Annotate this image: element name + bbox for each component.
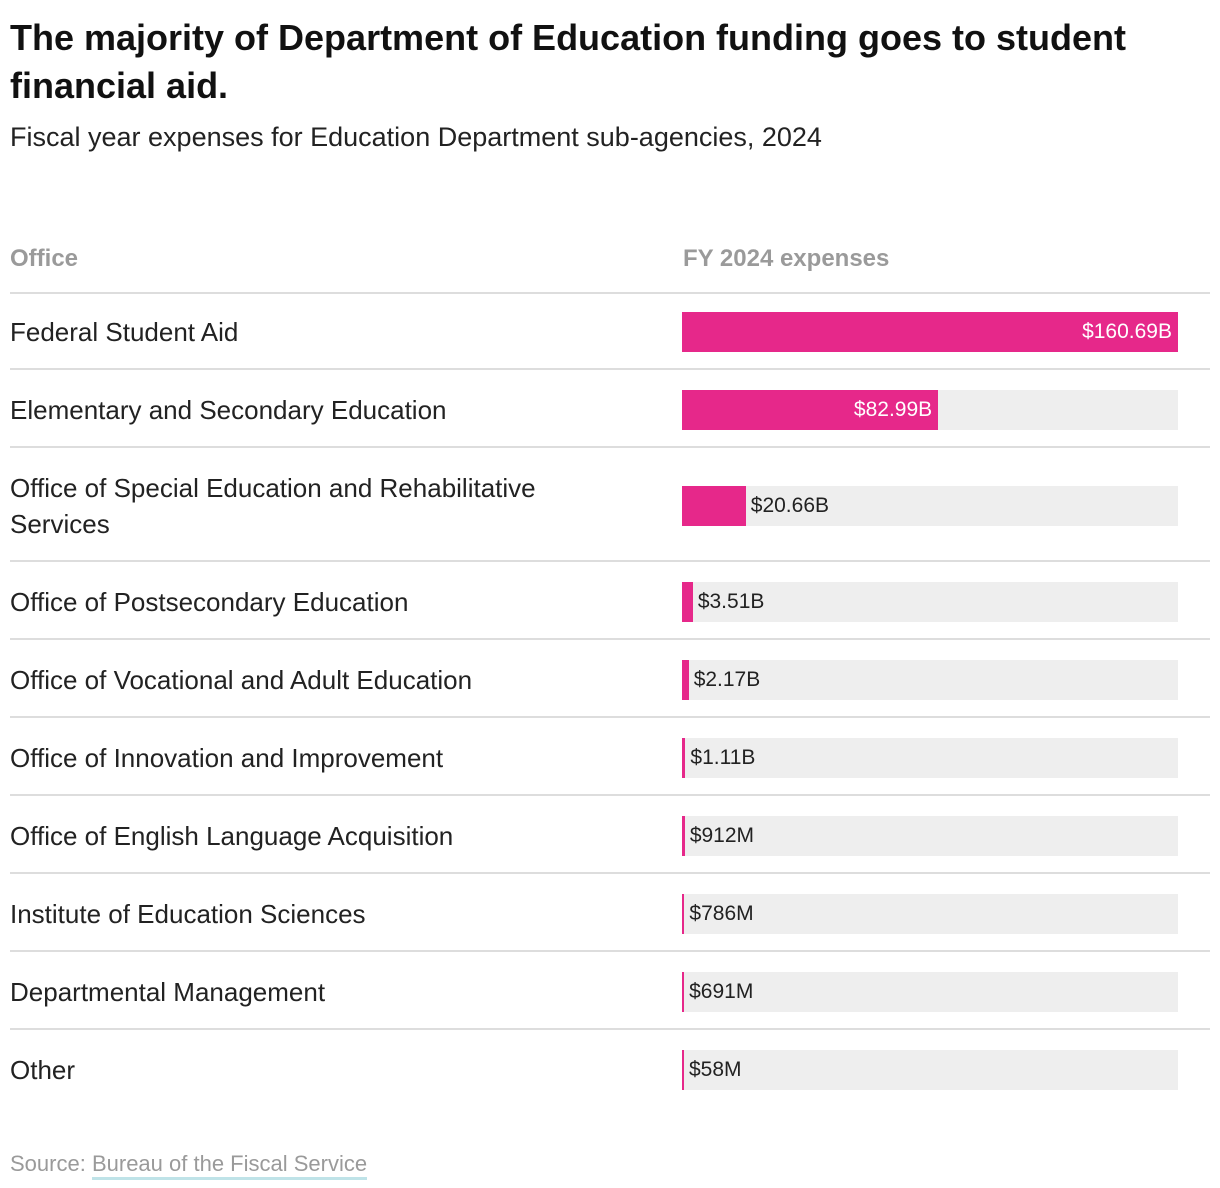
bar <box>682 972 685 1012</box>
bar-value-label: $1.11B <box>690 746 756 769</box>
row-label: Office of Postsecondary Education <box>10 587 409 617</box>
chart-subtitle: Fiscal year expenses for Education Depar… <box>10 122 822 152</box>
bar-track: $160.69B <box>682 312 1178 352</box>
source-note: Source: Bureau of the Fiscal Service <box>10 1148 368 1180</box>
bar <box>682 738 686 778</box>
row-label: Other <box>10 1055 76 1085</box>
bar-value-label: $82.99B <box>853 398 933 421</box>
table-row: Office of Postsecondary Education $3.51B <box>10 564 1210 640</box>
bar-track: $3.51B <box>682 582 1178 622</box>
row-label: Institute of Education Sciences <box>10 899 366 929</box>
bar <box>682 660 689 700</box>
row-label: Office of Innovation and Improvement <box>10 743 444 773</box>
source-link[interactable]: Bureau of the Fiscal Service <box>91 1151 368 1180</box>
bar <box>682 486 746 526</box>
row-label: Office of Vocational and Adult Education <box>10 665 473 695</box>
table-row: Institute of Education Sciences $786M <box>10 876 1210 952</box>
bar-value-label: $160.69B <box>1082 320 1172 343</box>
row-divider <box>10 950 1210 952</box>
row-label: Federal Student Aid <box>10 317 239 347</box>
row-divider <box>10 872 1210 874</box>
bar-track: $82.99B <box>682 390 1178 430</box>
row-divider <box>10 794 1210 796</box>
source-label: Source: <box>10 1151 86 1176</box>
table-row: Office of Vocational and Adult Education… <box>10 642 1210 718</box>
table-row: Federal Student Aid $160.69B <box>10 294 1210 370</box>
table-row: Departmental Management $691M <box>10 954 1210 1030</box>
bar-value-label: $3.51B <box>697 590 765 613</box>
bar-track: $912M <box>682 816 1178 856</box>
bar <box>682 312 1178 352</box>
bar-value-label: $912M <box>689 824 755 847</box>
row-divider <box>10 446 1210 448</box>
bar-track: $786M <box>682 894 1178 934</box>
row-label: Departmental Management <box>10 977 326 1007</box>
row-label: Elementary and Secondary Education <box>10 395 447 425</box>
row-divider <box>10 560 1210 562</box>
bar-value-label: $2.17B <box>693 668 761 691</box>
bar <box>682 816 685 856</box>
table-row: Office of English Language Acquisition $9… <box>10 798 1210 874</box>
bar-value-label: $58M <box>689 1058 742 1081</box>
row-divider <box>10 1028 1210 1030</box>
table-row: Office of Innovation and Improvement $1.1… <box>10 720 1210 796</box>
table-row: Office of Special Education and Rehabili… <box>10 450 1210 562</box>
bar-track: $1.11B <box>682 738 1178 778</box>
bar-value-label: $786M <box>689 902 754 925</box>
table-row: Other $58M <box>10 1032 1210 1108</box>
bar-track: $691M <box>682 972 1178 1012</box>
row-divider <box>10 638 1210 640</box>
row-divider <box>10 368 1210 370</box>
bar-track: $58M <box>682 1050 1178 1090</box>
bar-track: $2.17B <box>682 660 1178 700</box>
bar <box>682 1050 684 1090</box>
bar <box>682 582 693 622</box>
bar <box>682 390 939 430</box>
chart-title: The majority of Department of Education … <box>10 17 1126 106</box>
header-divider <box>10 292 1210 294</box>
bar-value-label: $20.66B <box>750 494 830 517</box>
column-header-expenses: FY 2024 expenses <box>683 245 890 272</box>
bar-value-label: $691M <box>689 980 754 1003</box>
row-divider <box>10 716 1210 718</box>
column-header-office: Office <box>10 245 79 272</box>
bar <box>682 894 685 934</box>
row-label: Office of English Language Acquisition <box>10 821 454 851</box>
table-row: Elementary and Secondary Education $82.99… <box>10 372 1210 448</box>
bar-track: $20.66B <box>682 486 1178 526</box>
row-label: Office of Special Education and Rehabili… <box>10 473 536 539</box>
